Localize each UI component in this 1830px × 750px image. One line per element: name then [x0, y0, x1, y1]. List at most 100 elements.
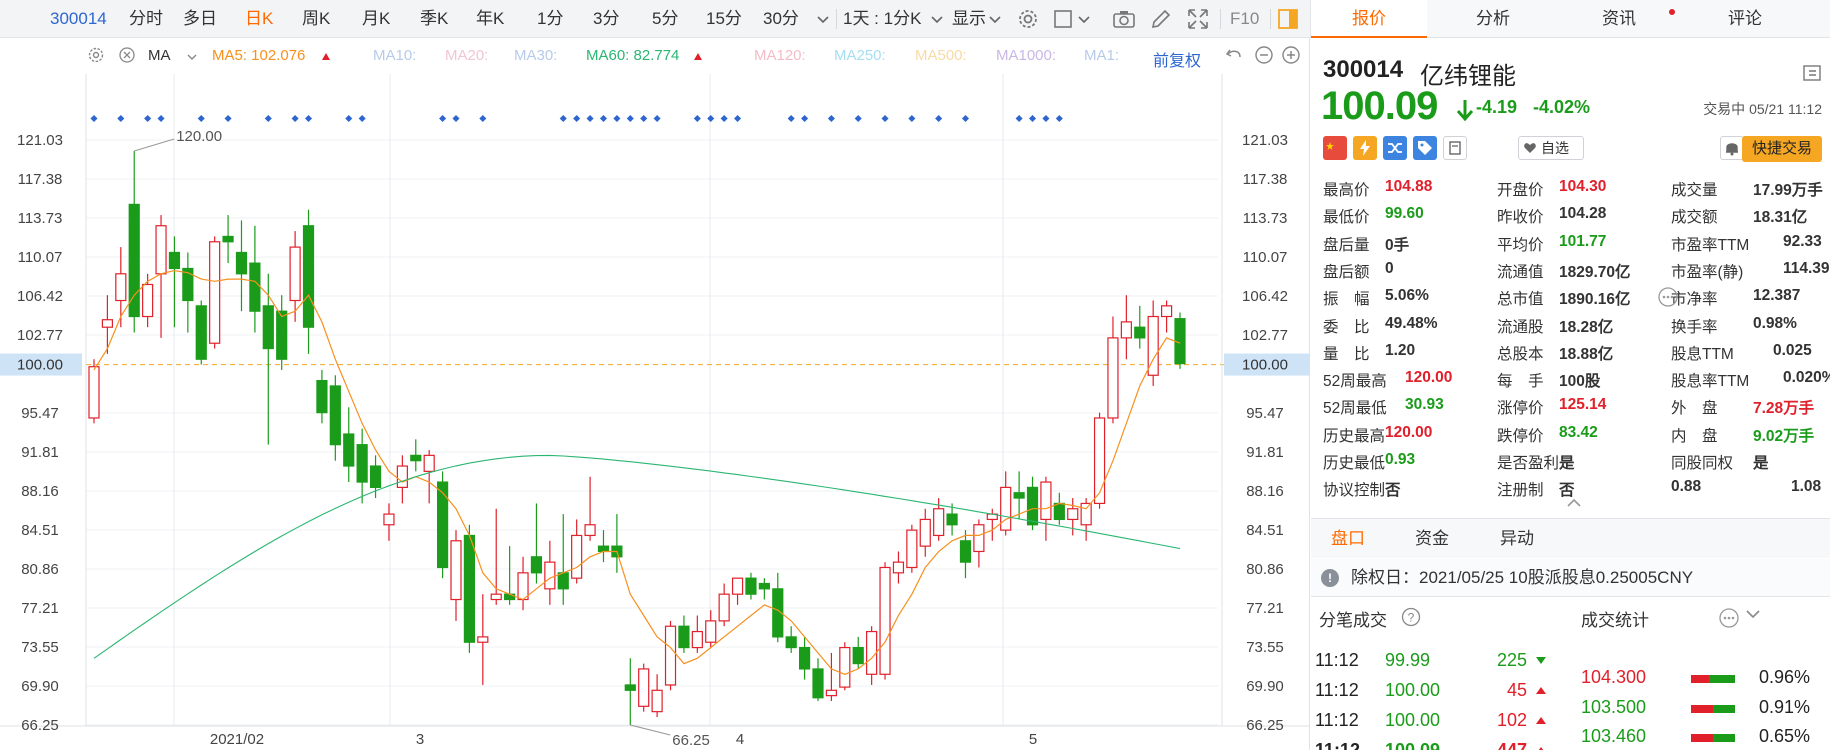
period-1min[interactable]: 1分: [537, 9, 564, 28]
quote-label: 成交量: [1671, 182, 1718, 199]
period-multiday[interactable]: 多日: [183, 9, 217, 28]
shuffle-icon[interactable]: [1383, 136, 1407, 160]
chevron-down-icon[interactable]: [988, 12, 1002, 26]
period-toolbar: 300014 分时 多日 日K 周K 月K 季K 年K 1分 3分 5分 15分…: [0, 0, 1310, 38]
settings-icon[interactable]: [87, 46, 105, 68]
kline-chart[interactable]: 121.03 121.03 117.38 117.38 113.73 113.73 110.…: [0, 74, 1310, 748]
y-tick-left: 121.03: [17, 132, 63, 149]
panel-toggle-icon[interactable]: [1276, 7, 1300, 31]
stock-name: 亿纬锂能: [1420, 63, 1516, 90]
period-weekly-k[interactable]: 周K: [302, 9, 331, 28]
settings-icon[interactable]: [1016, 7, 1040, 31]
event-marker: [935, 114, 943, 123]
ma120-value: MA120:: [754, 47, 806, 64]
quote-value: 83.42: [1559, 423, 1598, 441]
stock-code: 300014: [1323, 56, 1404, 83]
subtab-orderbook[interactable]: 盘口: [1331, 529, 1365, 548]
ma-selector[interactable]: MA: [148, 47, 171, 64]
chevron-down-icon[interactable]: [186, 50, 198, 67]
quote-value: 7.28万手: [1753, 400, 1815, 418]
quote-value: 104.30: [1559, 178, 1607, 195]
zoom-in-icon[interactable]: [1281, 45, 1301, 69]
quote-label: 委 比: [1323, 318, 1370, 336]
subtab-fund-flow[interactable]: 资金: [1415, 529, 1449, 548]
chevron-down-icon[interactable]: [816, 12, 830, 26]
more-icon[interactable]: [1657, 286, 1679, 311]
quote-value: 104.88: [1385, 178, 1433, 195]
event-marker: [345, 114, 353, 123]
bell-icon[interactable]: [1720, 136, 1744, 160]
candle-up: [209, 241, 221, 344]
candle-up: [705, 620, 717, 643]
collapse-chevron-icon[interactable]: [1566, 496, 1582, 512]
event-marker: [264, 114, 272, 123]
candle-up: [839, 646, 851, 688]
tab-comments[interactable]: 评论: [1728, 9, 1762, 28]
candle-up: [933, 508, 945, 537]
candle-up: [1000, 486, 1012, 531]
period-30min[interactable]: 30分: [763, 9, 799, 28]
period-monthly-k[interactable]: 月K: [362, 9, 391, 28]
quote-value: 92.33: [1783, 232, 1822, 250]
candle-down: [302, 225, 315, 328]
chevron-down-icon[interactable]: [930, 12, 944, 26]
camera-icon[interactable]: [1112, 7, 1136, 31]
pencil-icon[interactable]: [1149, 7, 1173, 31]
stock-code-tab[interactable]: 300014: [50, 9, 107, 28]
x-tick-label: 5: [1029, 731, 1037, 748]
undo-icon[interactable]: [1224, 45, 1244, 69]
tag-icon[interactable]: [1413, 136, 1437, 160]
stats-price: 103.460: [1581, 726, 1647, 746]
event-marker: [157, 114, 165, 123]
period-quarterly-k[interactable]: 季K: [420, 9, 449, 28]
candle-down: [1026, 486, 1039, 526]
period-3min[interactable]: 3分: [593, 9, 620, 28]
quote-value: 1.08: [1791, 478, 1822, 496]
event-marker: [1055, 114, 1063, 123]
tab-analysis[interactable]: 分析: [1476, 9, 1510, 28]
y-tick-left: 73.55: [21, 639, 59, 656]
range-selector[interactable]: 1天 : 1分K: [843, 9, 922, 28]
quote-label: 平均价: [1497, 236, 1544, 254]
help-icon[interactable]: ?: [1401, 607, 1421, 630]
detail-subtabs: 盘口 资金 异动: [1311, 518, 1830, 558]
layout-icon[interactable]: [1802, 63, 1822, 86]
tab-news[interactable]: 资讯: [1602, 9, 1636, 28]
chevron-down-icon[interactable]: [1077, 12, 1091, 26]
display-menu[interactable]: 显示: [952, 9, 986, 28]
fullscreen-icon[interactable]: [1186, 7, 1210, 31]
event-marker: [224, 114, 232, 123]
zoom-out-icon[interactable]: [1254, 45, 1274, 69]
quote-label: 0.88: [1671, 478, 1702, 496]
candle-up: [1120, 321, 1132, 339]
add-watchlist-button[interactable]: 自选: [1518, 136, 1584, 160]
ma-lines: [93, 269, 1181, 675]
candle-down: [624, 684, 636, 691]
period-timeshare[interactable]: 分时: [129, 9, 163, 28]
more-icon[interactable]: [1718, 607, 1740, 632]
period-15min[interactable]: 15分: [706, 9, 742, 28]
f10-button[interactable]: F10: [1230, 9, 1260, 28]
candle-down: [745, 577, 757, 595]
event-marker: [452, 114, 460, 123]
kline-chart-panel: MA MA5: 102.076 MA10: MA20: MA30: MA60: …: [0, 38, 1310, 750]
note-icon[interactable]: [1443, 136, 1467, 160]
collapse-chevron-icon[interactable]: [1745, 607, 1761, 624]
quote-value: 12.387: [1753, 287, 1801, 305]
period-daily-k[interactable]: 日K: [245, 9, 274, 28]
event-marker: [573, 114, 581, 123]
period-yearly-k[interactable]: 年K: [476, 9, 505, 28]
subtab-movement[interactable]: 异动: [1500, 529, 1534, 548]
close-icon[interactable]: [118, 46, 136, 68]
quote-label: 注册制: [1497, 482, 1544, 500]
trade-time: 11:12: [1315, 740, 1361, 750]
quick-trade-button[interactable]: 快捷交易: [1742, 136, 1822, 162]
tab-quote[interactable]: 报价: [1311, 0, 1427, 38]
lightning-icon[interactable]: [1353, 136, 1377, 160]
event-marker: [197, 114, 205, 123]
event-marker: [854, 114, 862, 123]
china-flag-icon[interactable]: [1323, 136, 1347, 160]
period-5min[interactable]: 5分: [652, 9, 679, 28]
adjust-mode-button[interactable]: 前复权: [1153, 53, 1202, 70]
checkbox-icon[interactable]: [1052, 7, 1076, 31]
